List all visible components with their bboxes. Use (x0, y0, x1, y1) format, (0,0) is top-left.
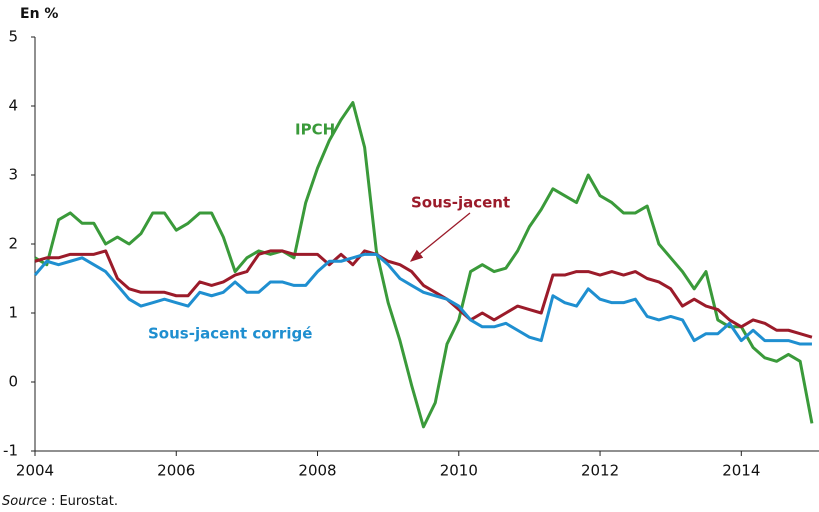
x-tick-label: 2014 (722, 462, 760, 480)
source-text: : Eurostat. (51, 494, 118, 509)
y-tick-label: 4 (8, 97, 18, 115)
y-tick-label: -1 (3, 442, 18, 460)
x-tick-label: 2012 (581, 462, 619, 480)
chart-title: En % (20, 6, 58, 22)
y-tick-label: 3 (8, 166, 18, 184)
series-line (34, 249, 813, 339)
series-label: Sous-jacent corrigé (148, 325, 312, 343)
x-tick-label: 2010 (440, 462, 478, 480)
series-line (33, 252, 812, 346)
series-label: IPCH (295, 121, 335, 139)
y-tick-label: 1 (8, 304, 18, 322)
y-tick-label: 2 (8, 235, 18, 253)
x-tick-label: 2008 (298, 462, 336, 480)
y-tick-label: 0 (8, 373, 18, 391)
y-tick-label: 5 (8, 28, 18, 46)
arrow (409, 212, 471, 262)
x-tick-label: 2004 (16, 462, 54, 480)
source-label: Source (2, 494, 47, 509)
series-label: Sous-jacent (411, 194, 510, 212)
x-tick-label: 2006 (157, 462, 195, 480)
series-line (34, 101, 814, 429)
source: Source : Eurostat. (2, 494, 118, 509)
